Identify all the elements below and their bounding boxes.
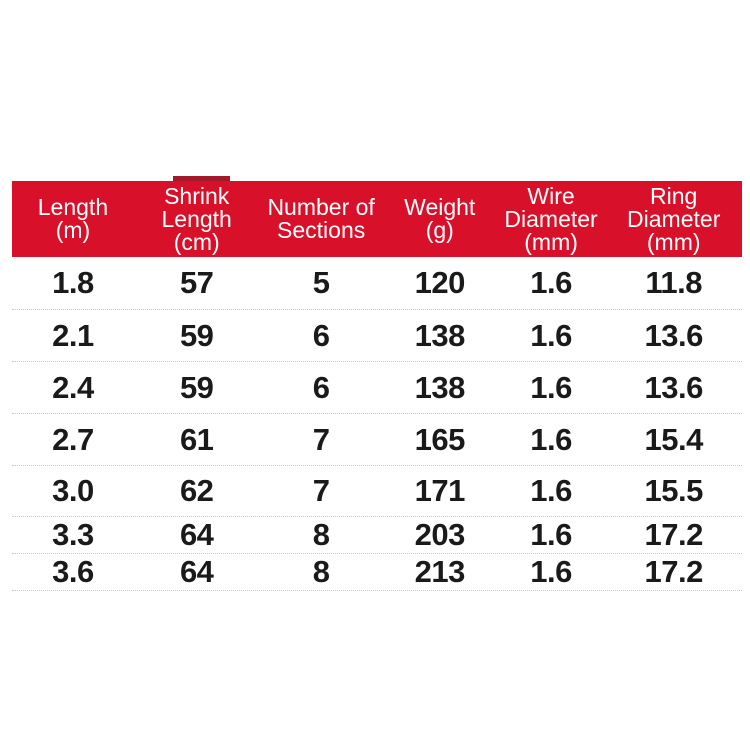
cell-weight: 138 [414,369,466,405]
cell-ring-diameter: 15.5 [644,473,704,508]
cell-sections: 5 [312,265,330,300]
table-row: 2.7 61 7 165 1.6 15.4 [12,414,742,466]
cell-wire-diameter: 1.6 [530,369,572,405]
cell-ring-diameter: 17.2 [644,554,704,589]
cell-sections: 8 [312,554,330,589]
column-header-ring-diameter: Ring Diameter (mm) [605,182,742,255]
cell-ring-diameter: 15.4 [644,421,704,457]
header-line: Length [161,205,232,232]
cell-length: 3.0 [52,473,94,508]
cell-wire-diameter: 1.6 [530,554,572,589]
cell-shrink-length: 64 [179,554,214,589]
table-row: 2.1 59 6 138 1.6 13.6 [12,310,742,362]
header-line: Diameter [627,205,721,232]
column-header-number-of-sections: Number of Sections [259,196,382,242]
cell-shrink-length: 59 [179,317,214,353]
cell-ring-diameter: 13.6 [644,369,704,405]
header-line: (m) [55,217,91,243]
cell-wire-diameter: 1.6 [530,473,572,508]
header-line: Number of [267,194,375,220]
header-notch-decoration [173,176,230,184]
cell-sections: 8 [312,517,330,552]
cell-ring-diameter: 13.6 [644,317,704,353]
table-row: 2.4 59 6 138 1.6 13.6 [12,362,742,414]
cell-shrink-length: 61 [179,421,214,457]
table-row: 3.6 64 8 213 1.6 17.2 [12,554,742,591]
column-header-wire-diameter: Wire Diameter (mm) [497,182,606,255]
header-line: Length [37,194,109,220]
table-row: 3.3 64 8 203 1.6 17.2 [12,517,742,554]
header-line: Shrink [164,182,230,209]
cell-wire-diameter: 1.6 [530,317,572,353]
cell-shrink-length: 64 [179,517,214,552]
cell-shrink-length: 62 [179,473,214,508]
header-line: Sections [277,217,366,243]
cell-wire-diameter: 1.6 [530,517,572,552]
header-line: (mm) [524,228,578,255]
cell-weight: 138 [414,317,466,353]
cell-length: 2.4 [52,369,94,405]
spec-table: Length (m) Shrink Length (cm) Number of … [12,176,742,591]
cell-weight: 171 [414,473,466,508]
cell-sections: 7 [312,421,330,457]
cell-sections: 7 [312,473,330,508]
column-header-length: Length (m) [12,196,134,242]
header-line: Weight [404,194,476,220]
cell-ring-diameter: 17.2 [644,517,704,552]
cell-length: 3.3 [52,517,94,552]
header-line: (cm) [173,228,220,255]
cell-length: 2.7 [52,421,94,457]
cell-wire-diameter: 1.6 [530,421,572,457]
column-header-shrink-length: Shrink Length (cm) [134,182,260,255]
cell-sections: 6 [312,317,330,353]
cell-weight: 165 [414,421,466,457]
header-line: (mm) [646,228,701,255]
table-header-row: Length (m) Shrink Length (cm) Number of … [12,181,742,257]
header-line: (g) [425,217,454,243]
cell-length: 1.8 [52,265,94,300]
cell-ring-diameter: 11.8 [645,265,703,300]
table-row: 3.0 62 7 171 1.6 15.5 [12,466,742,517]
cell-length: 3.6 [52,554,94,589]
cell-weight: 120 [414,265,466,300]
cell-weight: 203 [414,517,466,552]
header-line: Wire [527,182,575,209]
header-line: Ring [650,182,698,209]
cell-sections: 6 [312,369,330,405]
cell-wire-diameter: 1.6 [530,265,572,300]
cell-shrink-length: 59 [179,369,214,405]
cell-length: 2.1 [52,317,94,353]
cell-weight: 213 [414,554,466,589]
table-row: 1.8 57 5 120 1.6 11.8 [12,257,742,310]
cell-shrink-length: 57 [179,265,214,300]
column-header-weight: Weight (g) [383,196,497,242]
header-line: Diameter [504,205,598,232]
